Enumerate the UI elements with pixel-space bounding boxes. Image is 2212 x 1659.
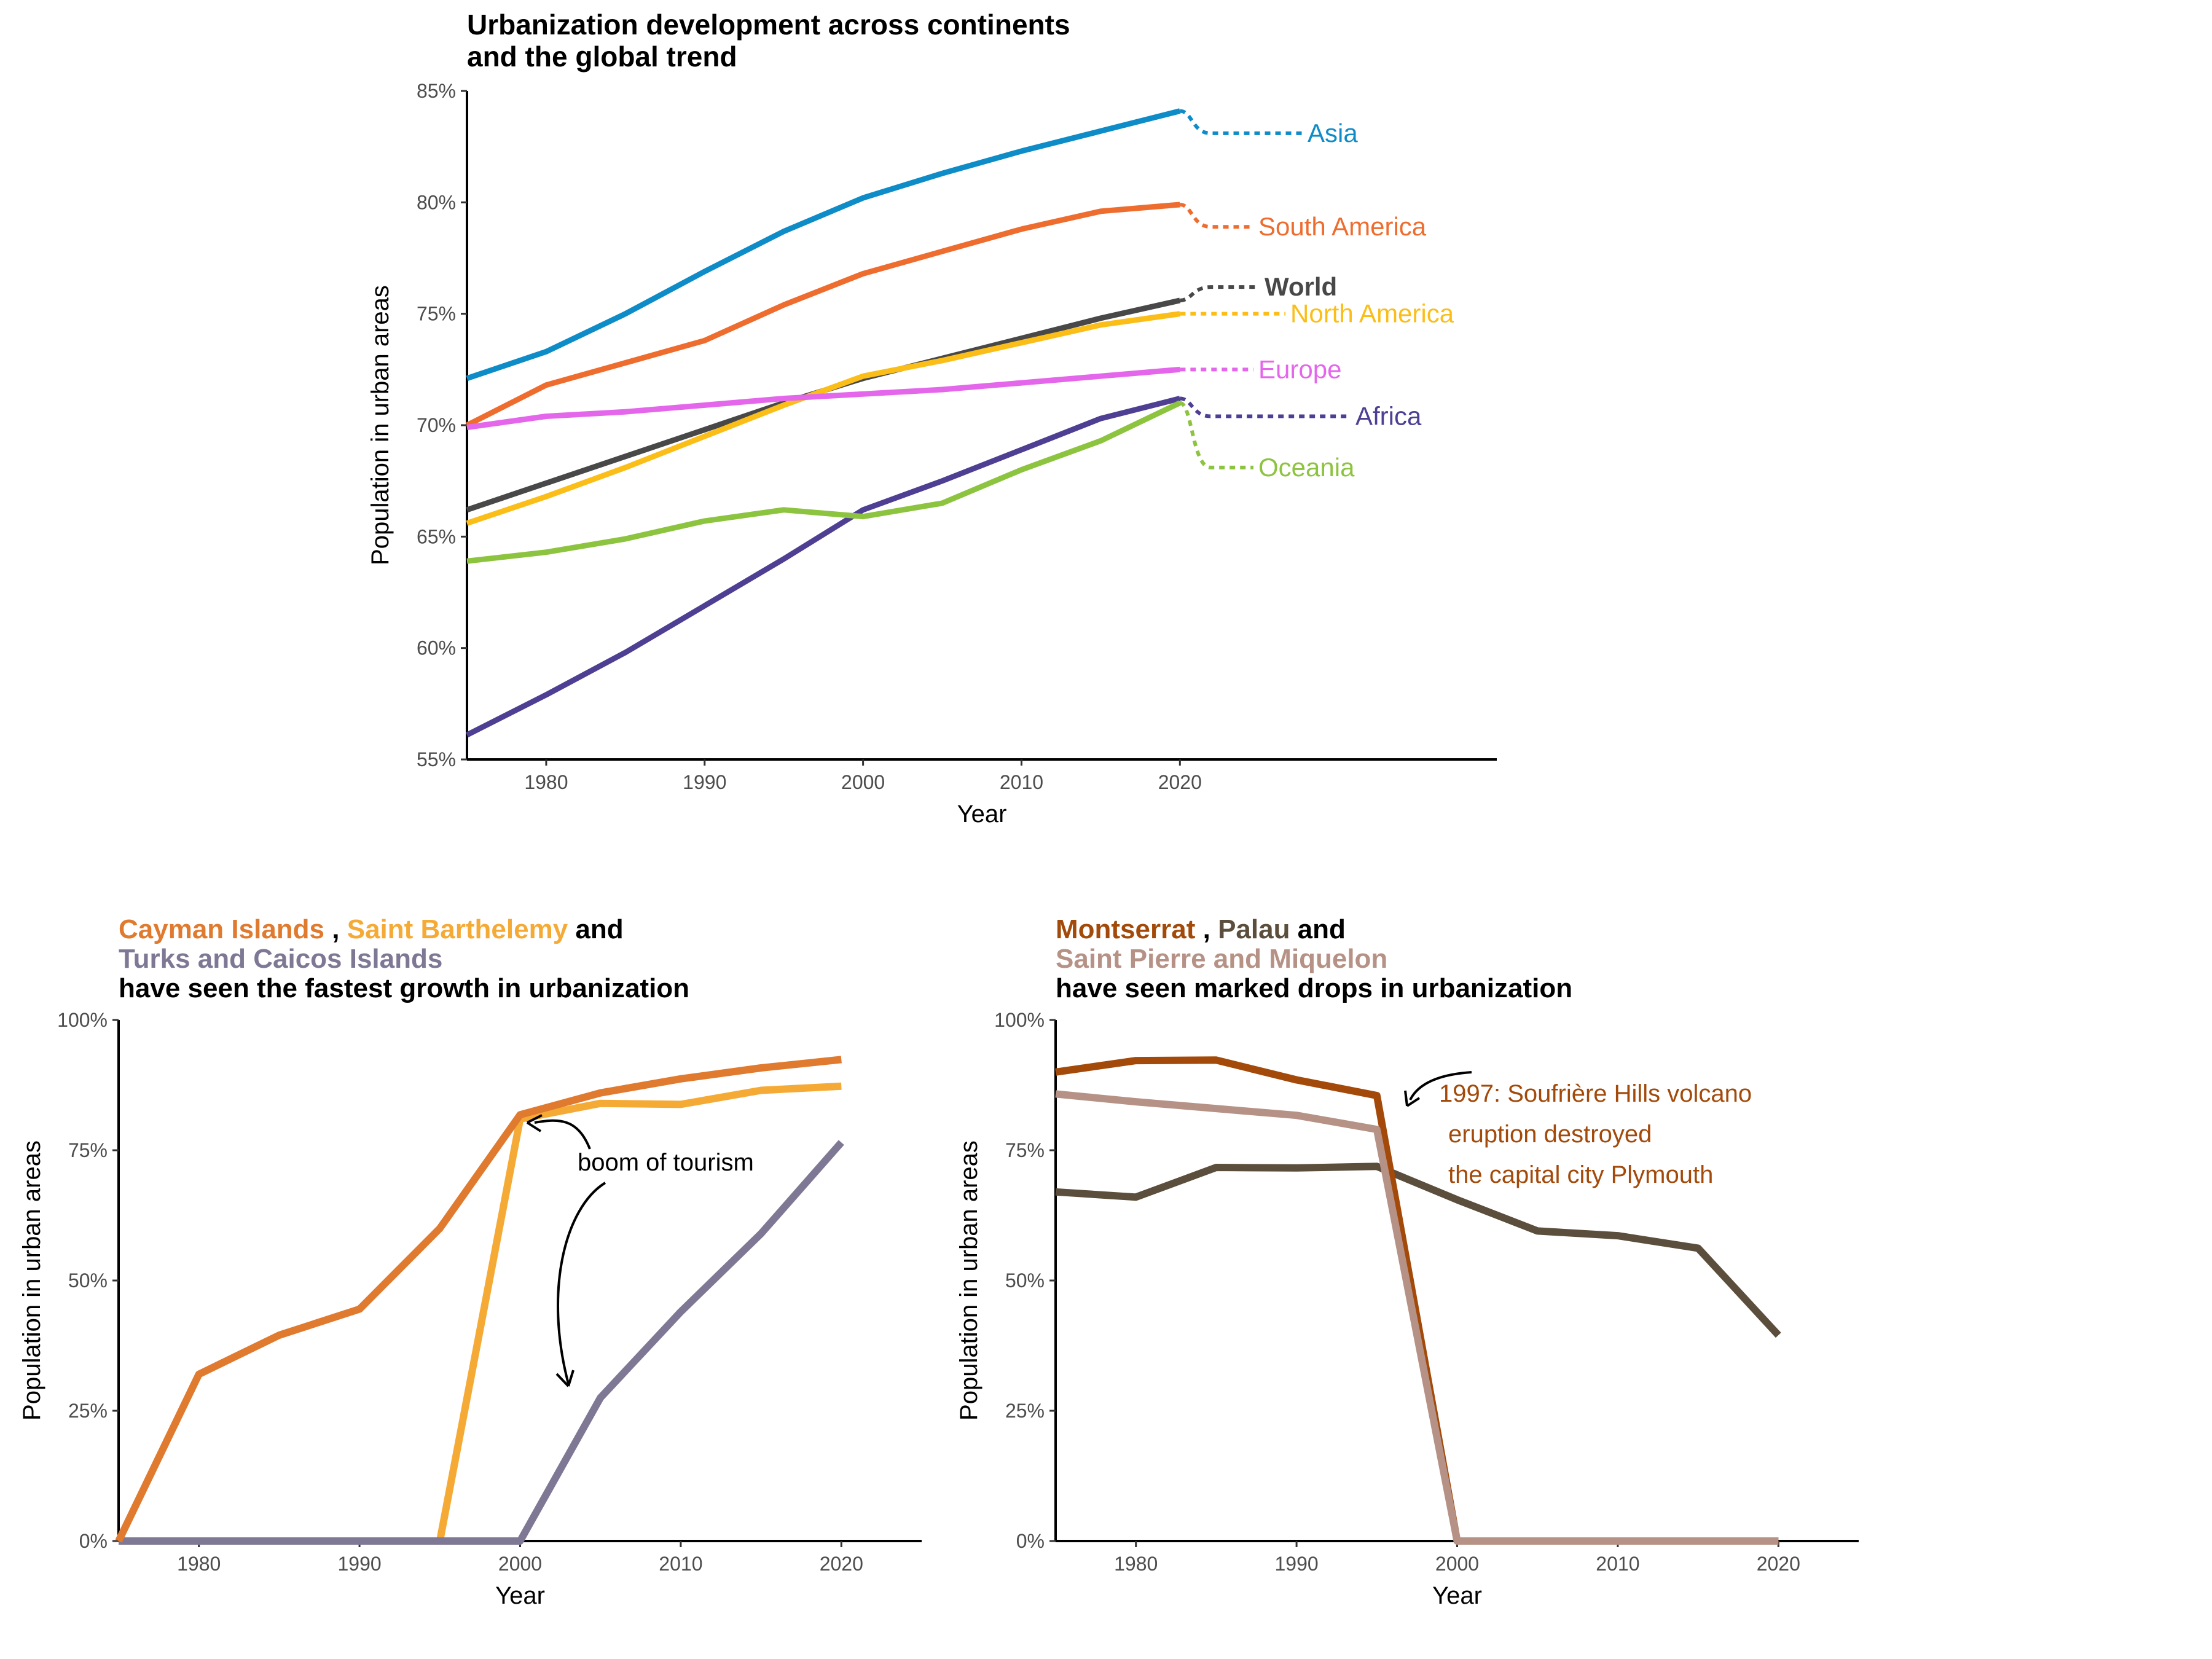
series-label-world: World	[1265, 272, 1337, 301]
annotation-arrowhead	[1404, 1090, 1421, 1107]
series-line-asia	[466, 108, 1181, 382]
series-line-cayman-islands	[115, 1056, 842, 1543]
x-tick-label: 2000	[1435, 1553, 1479, 1575]
x-tick-label: 2010	[1000, 771, 1043, 793]
annotation-text: boom of tourism	[578, 1149, 754, 1176]
chart-title-line: have seen the fastest growth in urbaniza…	[119, 973, 689, 1003]
series-label-europe: Europe	[1258, 355, 1341, 383]
chart-title-run: Montserrat	[1056, 914, 1196, 944]
y-tick-label: 75%	[1005, 1139, 1045, 1161]
x-tick-label: 2000	[498, 1553, 542, 1575]
annotation-arrow-up	[534, 1119, 591, 1150]
y-tick-label: 55%	[417, 748, 456, 771]
series-label-asia: Asia	[1308, 119, 1358, 147]
annotation-text: 1997: Soufrière Hills volcano	[1439, 1080, 1752, 1107]
y-tick-label: 65%	[417, 525, 456, 547]
series-label-south-america: South America	[1258, 212, 1427, 241]
chart-title-run: Palau	[1218, 914, 1290, 944]
y-tick-label: 70%	[417, 414, 456, 436]
y-tick-label: 25%	[68, 1400, 108, 1422]
series-line-north-america	[466, 311, 1180, 526]
chart-title-run: ,	[1195, 914, 1218, 944]
y-tick-label: 85%	[417, 80, 456, 102]
y-tick-label: 0%	[1016, 1530, 1045, 1552]
series-connector-world	[1179, 285, 1260, 302]
chart-title-run: Saint Barthelemy	[347, 914, 568, 944]
x-axis-title: Year	[1432, 1582, 1482, 1609]
x-tick-label: 2020	[1158, 771, 1202, 793]
y-tick-label: 25%	[1005, 1400, 1045, 1422]
x-tick-label: 2010	[1596, 1553, 1639, 1575]
series-connector-south-america	[1179, 202, 1253, 229]
annotation-arrow-down	[557, 1182, 606, 1384]
chart-title-line: Saint Pierre and Miquelon	[1056, 944, 1387, 974]
y-tick-label: 50%	[68, 1269, 108, 1292]
annotation-arrowhead-down	[555, 1370, 575, 1387]
x-tick-label: 1980	[1114, 1553, 1158, 1575]
x-axis-title: Year	[957, 801, 1007, 828]
x-tick-label: 1990	[338, 1553, 382, 1575]
y-axis-title: Population in urban areas	[955, 1140, 982, 1421]
series-label-oceania: Oceania	[1258, 453, 1355, 482]
chart-title: and the global trend	[467, 41, 737, 73]
y-axis-title: Population in urban areas	[367, 285, 394, 565]
series-line-palau	[1055, 1163, 1781, 1338]
x-tick-label: 1990	[683, 771, 726, 793]
x-axis-title: Year	[495, 1582, 545, 1609]
series-line-turks-and-caicos-islands	[119, 1140, 844, 1545]
x-tick-label: 1980	[177, 1553, 221, 1575]
chart-title-run: Turks and Caicos Islands	[119, 944, 442, 974]
chart-title-run: Cayman Islands	[119, 914, 324, 944]
chart-title-run: have seen marked drops in urbanization	[1056, 973, 1572, 1003]
series-line-europe	[466, 366, 1180, 431]
x-tick-label: 2000	[841, 771, 885, 793]
x-tick-label: 2020	[1757, 1553, 1800, 1575]
y-tick-label: 100%	[994, 1009, 1045, 1031]
chart-title-run: ,	[324, 914, 347, 944]
series-line-saint-pierre-and-miquelon	[1055, 1090, 1779, 1545]
chart-title-run: and	[1290, 914, 1345, 944]
series-label-north-america: North America	[1290, 299, 1454, 328]
annotation-text: eruption destroyed	[1448, 1121, 1652, 1148]
y-tick-label: 75%	[417, 303, 456, 325]
y-tick-label: 50%	[1005, 1269, 1045, 1292]
y-tick-label: 0%	[79, 1530, 108, 1552]
chart-title: Urbanization development across continen…	[467, 9, 1070, 41]
y-tick-label: 75%	[68, 1139, 108, 1161]
series-connector-asia	[1179, 109, 1303, 135]
series-line-south-america	[465, 202, 1180, 428]
chart-title-line: Montserrat , Palau and	[1056, 914, 1346, 944]
y-tick-label: 60%	[417, 637, 456, 659]
series-label-africa: Africa	[1355, 401, 1422, 430]
chart-title-run: and	[568, 914, 623, 944]
chart-title-line: have seen marked drops in urbanization	[1056, 973, 1572, 1003]
chart-title-line: Cayman Islands , Saint Barthelemy and	[119, 914, 624, 944]
continents-panel: Urbanization development across continen…	[367, 9, 1497, 828]
annotation-text: the capital city Plymouth	[1448, 1161, 1713, 1188]
fastest-growth-panel: Cayman Islands , Saint Barthelemy andTur…	[18, 914, 922, 1609]
annotation-arrowhead-up	[526, 1114, 543, 1132]
series-line-oceania	[466, 400, 1182, 564]
x-tick-label: 2020	[820, 1553, 863, 1575]
x-tick-label: 2010	[659, 1553, 702, 1575]
y-tick-label: 80%	[417, 191, 456, 213]
series-connector-oceania	[1179, 401, 1253, 469]
chart-title-line: Turks and Caicos Islands	[119, 944, 442, 974]
x-tick-label: 1990	[1275, 1553, 1319, 1575]
chart-title-run: have seen the fastest growth in urbaniza…	[119, 973, 689, 1003]
chart-title-run: Saint Pierre and Miquelon	[1056, 944, 1387, 974]
y-tick-label: 100%	[57, 1009, 108, 1031]
series-connector-africa	[1179, 396, 1351, 418]
series-line-africa	[465, 396, 1181, 738]
x-tick-label: 1980	[524, 771, 568, 793]
annotation-arrow	[1409, 1071, 1472, 1100]
y-axis-title: Population in urban areas	[18, 1140, 45, 1421]
